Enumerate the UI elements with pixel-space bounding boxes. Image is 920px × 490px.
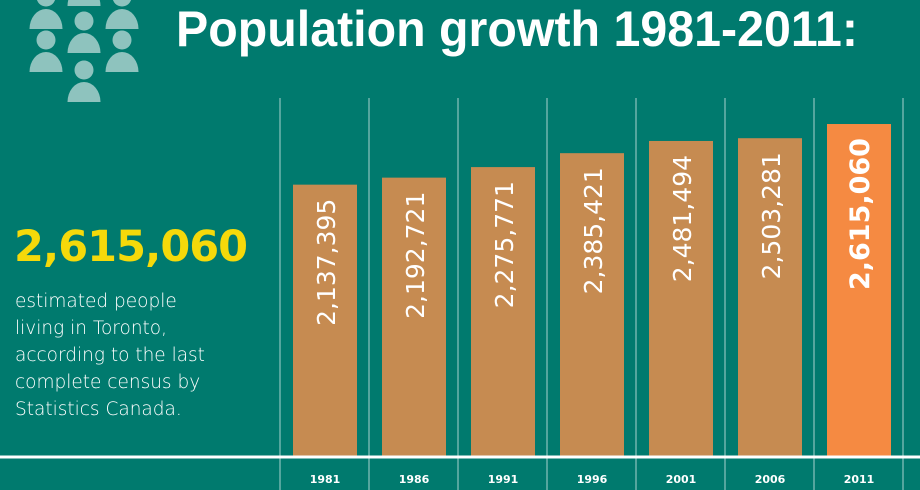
description-line: estimated people: [15, 291, 177, 312]
x-tick-label: 1981: [310, 473, 341, 486]
chart-title: Population growth 1981-2011:: [176, 1, 858, 57]
x-tick-label: 1991: [488, 473, 519, 486]
bar-value-label: 2,503,281: [757, 152, 786, 279]
person-icon: [67, 11, 101, 53]
bar-1981: [293, 184, 357, 456]
bar-value-label: 2,275,771: [490, 181, 519, 308]
bar-value-label: 2,481,494: [668, 155, 697, 282]
bar-1991: [471, 167, 535, 456]
person-icon: [67, 0, 101, 6]
bar-2001: [649, 140, 713, 456]
x-tick-label: 2006: [755, 473, 786, 486]
person-icon: [29, 0, 63, 30]
bar-2006: [738, 138, 802, 457]
description-line: complete census by: [15, 372, 201, 393]
bar-2011: [827, 124, 891, 456]
description-line: according to the last: [15, 345, 205, 366]
person-icon: [105, 30, 139, 72]
description-line: living in Toronto,: [15, 318, 167, 339]
bar-value-label: 2,385,421: [579, 167, 608, 294]
person-icon: [67, 60, 101, 102]
person-icon: [105, 0, 139, 30]
people-group-icon: [29, 0, 139, 102]
description-line: Statistics Canada.: [15, 399, 182, 420]
x-tick-label: 2011: [844, 473, 875, 486]
headline-description: estimated people living in Toronto, acco…: [15, 288, 265, 423]
headline-number: 2,615,060: [14, 222, 248, 272]
x-tick-label: 1986: [399, 473, 430, 486]
bar-1986: [382, 177, 446, 456]
bar-value-label: 2,137,395: [312, 199, 341, 326]
bar-value-label: 2,615,060: [845, 138, 876, 290]
person-icon: [29, 30, 63, 72]
x-tick-label: 1996: [577, 473, 608, 486]
bar-1996: [560, 153, 624, 456]
bar-value-label: 2,192,721: [401, 192, 430, 319]
x-tick-label: 2001: [666, 473, 697, 486]
